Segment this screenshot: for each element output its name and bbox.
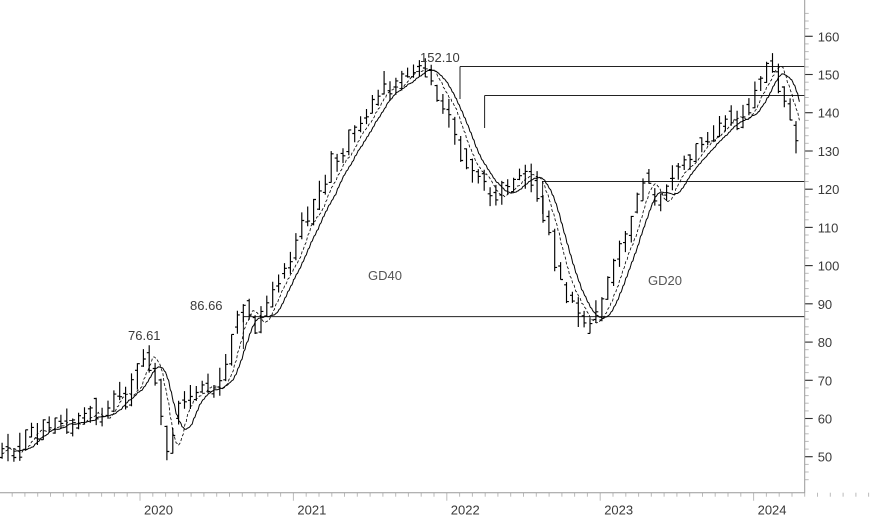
svg-text:80: 80 (818, 335, 832, 350)
svg-text:120: 120 (818, 182, 840, 197)
svg-text:140: 140 (818, 106, 840, 121)
svg-text:60: 60 (818, 412, 832, 427)
svg-text:152.10: 152.10 (420, 50, 460, 65)
svg-text:86.66: 86.66 (190, 298, 223, 313)
svg-text:70: 70 (818, 373, 832, 388)
svg-text:2022: 2022 (451, 503, 480, 515)
svg-text:76.61: 76.61 (128, 328, 161, 343)
svg-text:90: 90 (818, 297, 832, 312)
svg-text:2024: 2024 (758, 503, 787, 515)
svg-text:130: 130 (818, 144, 840, 159)
svg-text:160: 160 (818, 29, 840, 44)
svg-text:100: 100 (818, 259, 840, 274)
svg-text:150: 150 (818, 68, 840, 83)
svg-text:GD40: GD40 (368, 268, 402, 283)
svg-text:50: 50 (818, 450, 832, 465)
svg-text:2021: 2021 (297, 503, 326, 515)
svg-text:2023: 2023 (604, 503, 633, 515)
svg-text:GD20: GD20 (648, 273, 682, 288)
svg-text:110: 110 (818, 220, 839, 235)
svg-text:2020: 2020 (144, 503, 173, 515)
